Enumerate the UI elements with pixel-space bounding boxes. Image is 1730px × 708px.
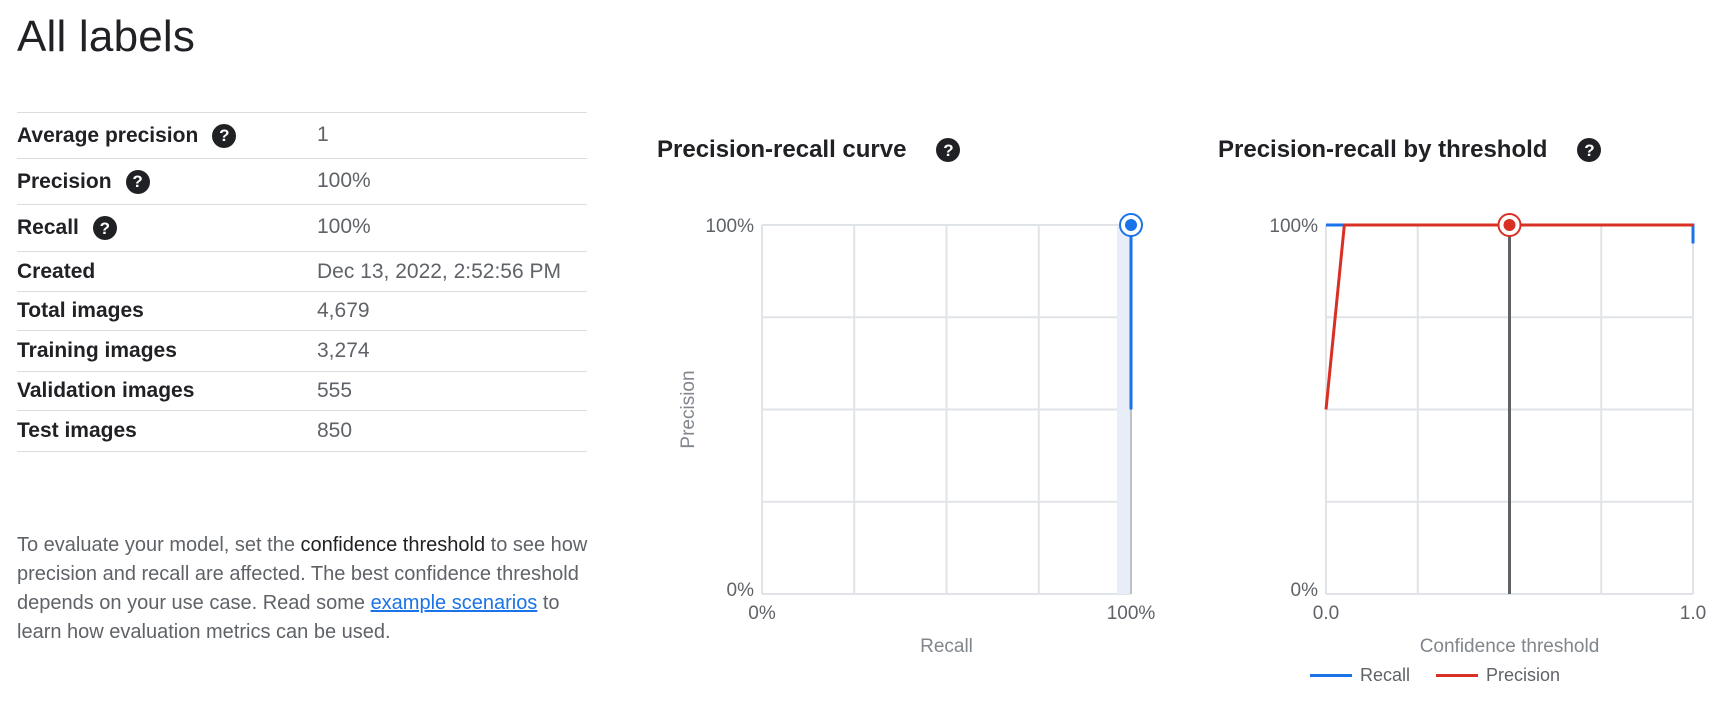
- pr-curve-highlight-band: [1117, 225, 1131, 594]
- metric-value: 555: [317, 379, 353, 402]
- metrics-row: Average precision? 1: [17, 112, 587, 159]
- metric-label: Total images: [17, 299, 144, 322]
- metrics-table: Average precision? 1 Precision? 100% Recall?…: [17, 112, 587, 452]
- metric-label-cell: Total images: [17, 292, 317, 331]
- metric-label-wrap: Recall?: [17, 216, 317, 240]
- metric-label-cell: Validation images: [17, 372, 317, 411]
- metrics-row: Recall? 100%: [17, 204, 587, 252]
- metric-label-cell: Average precision?: [17, 113, 317, 159]
- threshold-chart-legend: Recall Precision: [1310, 665, 1586, 686]
- metrics-row: Precision? 100%: [17, 158, 587, 205]
- x-tick-label: 0%: [748, 603, 776, 624]
- metric-label-wrap: Training images: [17, 339, 317, 363]
- metric-label-wrap: Average precision?: [17, 123, 317, 148]
- metric-label: Precision: [17, 169, 112, 193]
- metric-label-cell: Training images: [17, 331, 317, 372]
- metric-label-cell: Created: [17, 252, 317, 292]
- metric-value: 3,274: [317, 339, 370, 362]
- legend-label-recall: Recall: [1360, 665, 1411, 685]
- pr-curve-marker-dot: [1125, 219, 1137, 231]
- metric-label: Average precision: [17, 123, 199, 147]
- x-tick-label: 1.0: [1680, 603, 1706, 624]
- precision-swatch: [1436, 674, 1479, 677]
- help-icon[interactable]: ?: [212, 123, 237, 148]
- y-tick-label: 0%: [1291, 580, 1319, 601]
- x-tick-label: 100%: [1107, 603, 1156, 624]
- y-axis-label: Precision: [678, 370, 699, 448]
- x-axis-label: Confidence threshold: [1420, 636, 1600, 657]
- legend-label-precision: Precision: [1486, 665, 1561, 685]
- metric-label-wrap: Precision?: [17, 169, 317, 194]
- precision-series-line: [1324, 223, 1693, 410]
- metric-value: 1: [317, 123, 329, 146]
- pr-threshold-title: Precision-recall by threshold: [1218, 136, 1548, 163]
- metric-label: Created: [17, 259, 96, 283]
- help-text-part: to learn how evaluation metrics can be u…: [17, 592, 560, 643]
- metric-value: Dec 13, 2022, 2:52:56 PM: [317, 259, 561, 283]
- y-tick-label: 0%: [727, 580, 755, 601]
- metric-label-cell: Recall?: [17, 205, 317, 252]
- help-text-bold: confidence threshold: [300, 534, 486, 556]
- page-title: All labels: [17, 12, 196, 61]
- pr-curve-title-block: Precision-recall curve ?: [657, 136, 961, 164]
- help-icon[interactable]: ?: [92, 216, 117, 240]
- metric-label-wrap: Total images: [17, 299, 317, 323]
- metric-value: 100%: [317, 169, 371, 192]
- threshold-marker-dot: [1503, 219, 1516, 231]
- y-tick-label: 100%: [1269, 216, 1318, 237]
- metric-label-wrap: Validation images: [17, 379, 317, 403]
- x-axis-label: Recall: [920, 636, 973, 657]
- legend-item-precision: Precision: [1436, 665, 1560, 686]
- metric-label-cell: Precision?: [17, 159, 317, 205]
- help-icon[interactable]: ?: [125, 169, 150, 194]
- x-tick-label: 0.0: [1313, 603, 1339, 624]
- pr-threshold-help-icon[interactable]: ?: [1577, 138, 1602, 162]
- metric-label: Validation images: [17, 379, 195, 402]
- y-tick-label: 100%: [705, 216, 754, 237]
- metric-label: Training images: [17, 339, 177, 362]
- metrics-row: Validation images 555: [17, 371, 587, 411]
- metrics-row: Total images 4,679: [17, 291, 587, 331]
- metrics-row: Test images 850: [17, 410, 587, 452]
- metric-value: 4,679: [317, 299, 370, 322]
- metric-value: 850: [317, 419, 353, 442]
- metrics-row: Training images 3,274: [17, 330, 587, 372]
- pr-threshold-title-block: Precision-recall by threshold ?: [1218, 136, 1602, 164]
- metric-label: Test images: [17, 419, 137, 442]
- metric-value: 100%: [317, 215, 371, 238]
- metric-label-cell: Test images: [17, 411, 317, 452]
- example-scenarios-link[interactable]: example scenarios: [370, 592, 538, 614]
- metric-label: Recall: [17, 216, 79, 239]
- recall-swatch: [1310, 674, 1352, 677]
- help-text: To evaluate your model, set the confiden…: [17, 531, 607, 647]
- pr-curve-help-icon[interactable]: ?: [936, 138, 961, 162]
- metric-label-wrap: Created: [17, 260, 317, 284]
- help-text-part: to see how precision and recall are affe…: [17, 534, 588, 614]
- metric-label-wrap: Test images: [17, 419, 317, 443]
- help-text-part: To evaluate your model, set the: [17, 534, 301, 556]
- metrics-row: Created Dec 13, 2022, 2:52:56 PM: [17, 251, 587, 292]
- pr-curve-title: Precision-recall curve: [657, 136, 907, 163]
- legend-item-recall: Recall: [1310, 665, 1410, 686]
